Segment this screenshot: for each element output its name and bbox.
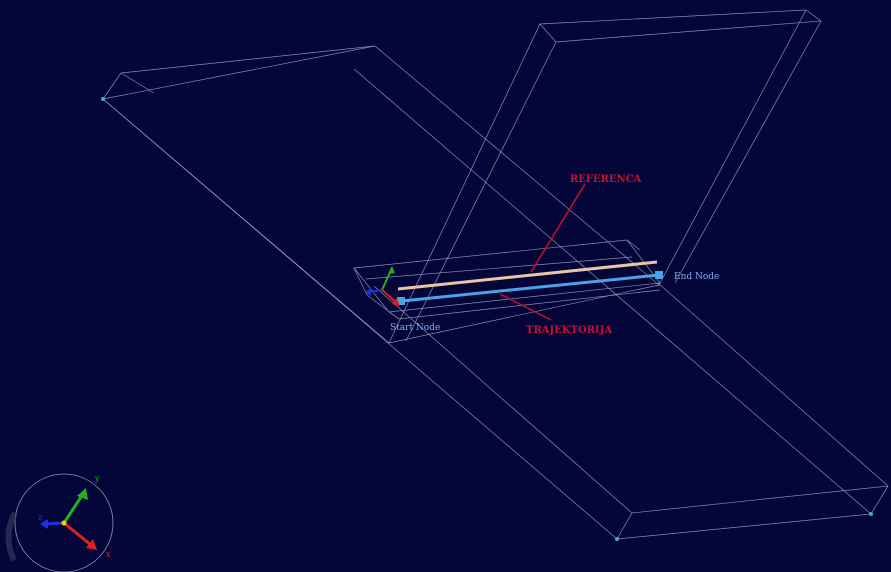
trajektorija-leader — [499, 293, 552, 321]
corner-node-icon — [615, 537, 619, 541]
corner-node-icon — [869, 512, 873, 516]
trajectory-path[interactable] — [401, 273, 660, 303]
axis-triad-icon[interactable]: y x z — [5, 473, 114, 572]
reference-path[interactable] — [397, 260, 658, 291]
wireframe-plate-upper — [102, 45, 660, 344]
start-node-label: Start Node — [390, 323, 440, 333]
referenca-label: REFERENCA — [570, 174, 642, 185]
start-node-icon[interactable] — [397, 297, 405, 305]
wireframe-plate-lower — [102, 68, 889, 540]
local-axis-triad-icon — [365, 266, 400, 306]
axis-y-label: y — [94, 474, 100, 483]
end-node-label: End Node — [674, 272, 719, 282]
axis-z-label: z — [38, 513, 42, 522]
end-node-icon[interactable] — [655, 271, 663, 279]
corner-node-icon — [101, 97, 105, 101]
wireframe-inner-box — [353, 239, 661, 320]
axis-x-label: x — [106, 550, 111, 559]
referenca-leader — [530, 183, 586, 273]
wireframe-plate-right — [388, 9, 822, 344]
trajektorija-label: TRAJEKTORIJA — [526, 325, 612, 336]
